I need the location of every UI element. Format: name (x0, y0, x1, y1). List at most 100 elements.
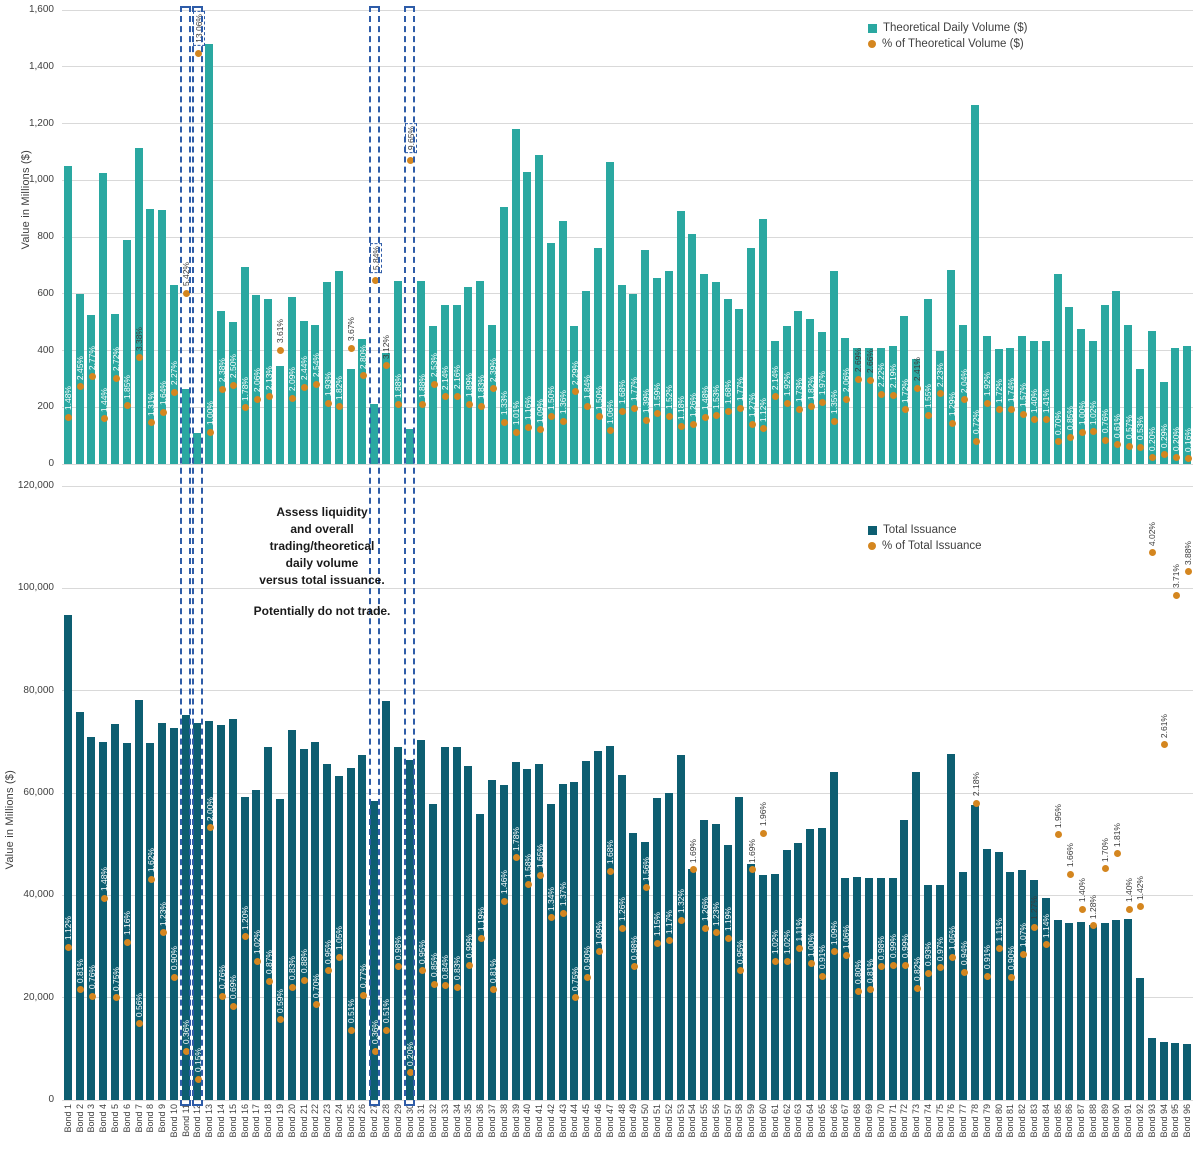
issuance-bar-bond-63 (794, 843, 803, 1100)
x-axis-label-bond-30: Bond 30 (404, 1104, 415, 1138)
x-axis-label-bond-19: Bond 19 (274, 1104, 285, 1138)
issuance-bar-bond-24 (334, 775, 343, 1100)
y-tick-label: 1,200 (28, 117, 54, 129)
pct-dot-bond-63 (795, 945, 803, 953)
x-axis-label-bond-96: Bond 96 (1182, 1104, 1193, 1138)
pct-label-bond-62: 1.02% (782, 930, 793, 955)
issuance-bar-bond-7 (134, 700, 143, 1100)
pct-label-bond-29: 1.88% (393, 373, 404, 398)
issuance-bar-bond-93 (1147, 1038, 1156, 1100)
pct-dot-bond-28 (383, 362, 391, 370)
volume-bar-bond-45 (582, 290, 591, 464)
x-axis-label-bond-42: Bond 42 (545, 1104, 556, 1138)
pct-label-bond-13: 1.00% (204, 401, 215, 426)
pct-dot-bond-29 (395, 963, 403, 971)
pct-dot-bond-9 (159, 408, 167, 416)
pct-label-bond-28: 0.51% (381, 999, 392, 1024)
x-axis-label-bond-51: Bond 51 (651, 1104, 662, 1138)
pct-label-bond-72: 0.99% (899, 934, 910, 959)
pct-dot-bond-17 (253, 957, 261, 965)
issuance-bar-bond-25 (346, 767, 355, 1100)
pct-dot-bond-26 (359, 372, 367, 380)
pct-label-bond-91: 1.40% (1123, 878, 1134, 903)
volume-bar-bond-25 (346, 368, 355, 464)
issuance-bar-bond-19 (275, 798, 284, 1100)
pct-label-bond-19: 0.59% (275, 988, 286, 1013)
issuance-bar-bond-21 (299, 748, 308, 1100)
x-axis-label-bond-45: Bond 45 (581, 1104, 592, 1138)
x-axis-label-bond-1: Bond 1 (62, 1104, 73, 1133)
pct-label-bond-36: 1.19% (475, 906, 486, 932)
volume-bar-bond-89 (1100, 305, 1109, 464)
issuance-bar-bond-1 (63, 615, 72, 1100)
pct-label-bond-69: 2.66% (864, 349, 875, 374)
pct-label-bond-86: 0.85% (1064, 406, 1075, 431)
x-axis-label-bond-5: Bond 5 (110, 1104, 121, 1133)
pct-dot-bond-44 (571, 994, 579, 1002)
volume-bar-bond-34 (452, 305, 461, 464)
issuance-bar-bond-83 (1029, 879, 1038, 1100)
volume-bar-bond-61 (770, 340, 779, 464)
pct-label-bond-29: 0.98% (393, 935, 404, 960)
x-axis-label-bond-7: Bond 7 (133, 1104, 144, 1133)
x-axis-label-bond-47: Bond 47 (604, 1104, 615, 1138)
x-axis-label-bond-10: Bond 10 (168, 1104, 179, 1138)
y-tick-label: 100,000 (17, 582, 54, 594)
gridline (62, 485, 1193, 487)
bottom-legend: Total Issuance % of Total Issuance (868, 524, 982, 556)
volume-bar-bond-21 (299, 320, 308, 464)
pct-dot-bond-34 (454, 983, 462, 991)
pct-label-bond-26: 2.80% (357, 344, 368, 369)
issuance-bar-bond-91 (1124, 918, 1133, 1100)
issuance-bar-bond-92 (1135, 978, 1144, 1100)
gridline (62, 236, 1193, 238)
y-tick-label: 40,000 (23, 889, 54, 901)
issuance-bar-bond-86 (1065, 923, 1074, 1100)
volume-bar-bond-75 (935, 350, 944, 464)
issuance-bar-bond-54 (688, 869, 697, 1100)
issuance-bar-bond-8 (146, 743, 155, 1100)
issuance-bar-bond-55 (700, 820, 709, 1100)
pct-dot-bond-90 (1113, 441, 1121, 449)
issuance-bar-bond-13 (205, 721, 214, 1100)
x-axis-label-bond-61: Bond 61 (769, 1104, 780, 1138)
pct-label-bond-18: 0.87% (263, 950, 274, 975)
pct-dot-bond-4 (100, 415, 108, 423)
pct-label-bond-76: 1.05% (946, 926, 957, 951)
pct-label-bond-73: 0.82% (911, 957, 922, 982)
pct-label-bond-5: 0.75% (110, 966, 121, 991)
pct-label-bond-34: 2.16% (452, 364, 463, 390)
pct-dot-bond-8 (147, 876, 155, 884)
x-axis-label-bond-41: Bond 41 (534, 1104, 545, 1138)
pct-label-bond-10: 2.27% (169, 361, 180, 386)
x-axis-label-bond-88: Bond 88 (1087, 1104, 1098, 1138)
issuance-bar-bond-81 (1006, 872, 1015, 1100)
pct-label-bond-65: 0.91% (817, 945, 828, 970)
pct-label-bond-54: 1.26% (687, 393, 698, 418)
issuance-bar-bond-9 (158, 722, 167, 1100)
pct-dot-bond-1 (65, 413, 73, 421)
pct-dot-bond-91 (1125, 442, 1133, 450)
pct-label-bond-18: 2.13% (263, 365, 274, 390)
pct-label-bond-90: 0.61% (1111, 413, 1122, 438)
pct-label-bond-35: 0.99% (463, 934, 474, 959)
x-axis-label-bond-37: Bond 37 (487, 1104, 498, 1138)
issuance-bar-bond-35 (464, 766, 473, 1100)
legend-row-pct-issuance: % of Total Issuance (868, 540, 982, 552)
volume-bar-bond-63 (794, 310, 803, 464)
pct-dot-bond-24 (336, 953, 344, 961)
pct-dot-bond-42 (548, 413, 556, 421)
volume-bar-bond-41 (535, 154, 544, 464)
pct-label-bond-8: 1.62% (145, 848, 156, 873)
pct-dot-bond-85 (1055, 438, 1063, 446)
pct-dot-bond-21 (301, 976, 309, 984)
volume-bar-bond-66 (829, 271, 838, 464)
pct-dot-bond-47 (607, 427, 615, 435)
pct-label-bond-37: 0.81% (487, 958, 498, 983)
pct-dot-bond-31 (418, 401, 426, 409)
pct-label-bond-38: 1.33% (499, 391, 510, 416)
x-axis-label-bond-58: Bond 58 (734, 1104, 745, 1138)
pct-dot-bond-55 (701, 925, 709, 932)
volume-bar-bond-9 (158, 210, 167, 464)
x-axis-label-bond-25: Bond 25 (345, 1104, 356, 1138)
